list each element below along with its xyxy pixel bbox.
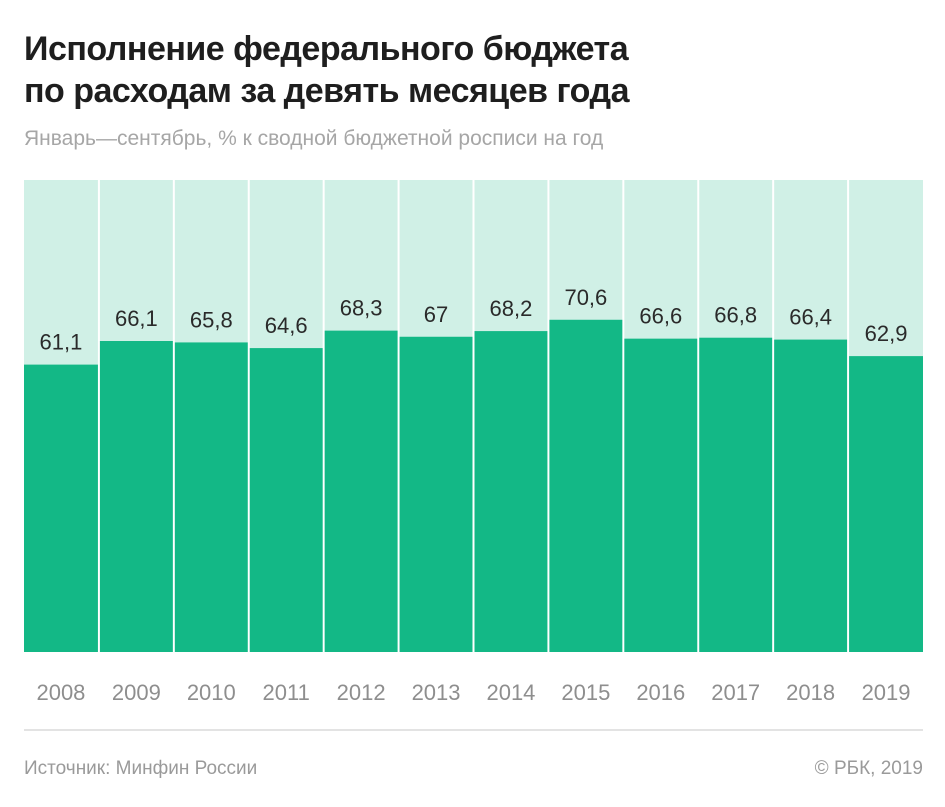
title-line-2: по расходам за девять месяцев года: [24, 72, 630, 110]
value-label-2015: 70,6: [564, 285, 607, 310]
bar-2010: [174, 342, 248, 652]
value-label-2013: 67: [424, 302, 448, 327]
bar-2017: [699, 337, 773, 652]
value-label-2009: 66,1: [115, 306, 158, 331]
value-label-2019: 62,9: [865, 321, 908, 346]
x-tick-2014: 2014: [486, 680, 535, 705]
bar-2013: [399, 336, 473, 652]
value-label-2016: 66,6: [639, 304, 682, 329]
bar-2019: [849, 356, 923, 652]
value-label-2008: 61,1: [40, 330, 83, 355]
bar-2018: [774, 339, 848, 652]
chart-title: Исполнение федерального бюджета по расхо…: [24, 28, 924, 112]
bar-2008: [24, 364, 98, 652]
x-tick-2012: 2012: [337, 680, 386, 705]
x-tick-2010: 2010: [187, 680, 236, 705]
bar-2015: [549, 319, 623, 652]
x-tick-2011: 2011: [263, 680, 310, 705]
value-label-2018: 66,4: [789, 305, 832, 330]
bar-2012: [324, 330, 398, 652]
footer-divider: [24, 729, 923, 731]
bar-chart: 61,1 2008 66,1 2009 65,8 2010 64,6 2011 68,3 2012…: [24, 180, 923, 705]
x-tick-2013: 2013: [412, 680, 461, 705]
x-tick-2017: 2017: [711, 680, 760, 705]
bar-2016: [624, 338, 698, 652]
x-tick-2008: 2008: [36, 680, 85, 705]
value-label-2017: 66,8: [714, 303, 757, 328]
x-tick-2015: 2015: [561, 680, 610, 705]
source-note: Источник: Минфин России: [24, 758, 258, 779]
x-tick-2016: 2016: [636, 680, 685, 705]
copyright-note: © РБК, 2019: [814, 758, 923, 779]
title-line-1: Исполнение федерального бюджета: [24, 30, 629, 68]
value-label-2011: 64,6: [265, 313, 308, 338]
x-tick-2009: 2009: [112, 680, 161, 705]
value-label-2012: 68,3: [340, 296, 383, 321]
x-tick-2018: 2018: [786, 680, 835, 705]
bar-2014: [474, 331, 548, 652]
bar-2009: [99, 341, 173, 652]
bar-2011: [249, 348, 323, 652]
value-label-2010: 65,8: [190, 307, 233, 332]
chart-subtitle: Январь—сентябрь, % к сводной бюджетной р…: [24, 127, 604, 150]
x-tick-2019: 2019: [862, 680, 911, 705]
value-label-2014: 68,2: [490, 296, 533, 321]
